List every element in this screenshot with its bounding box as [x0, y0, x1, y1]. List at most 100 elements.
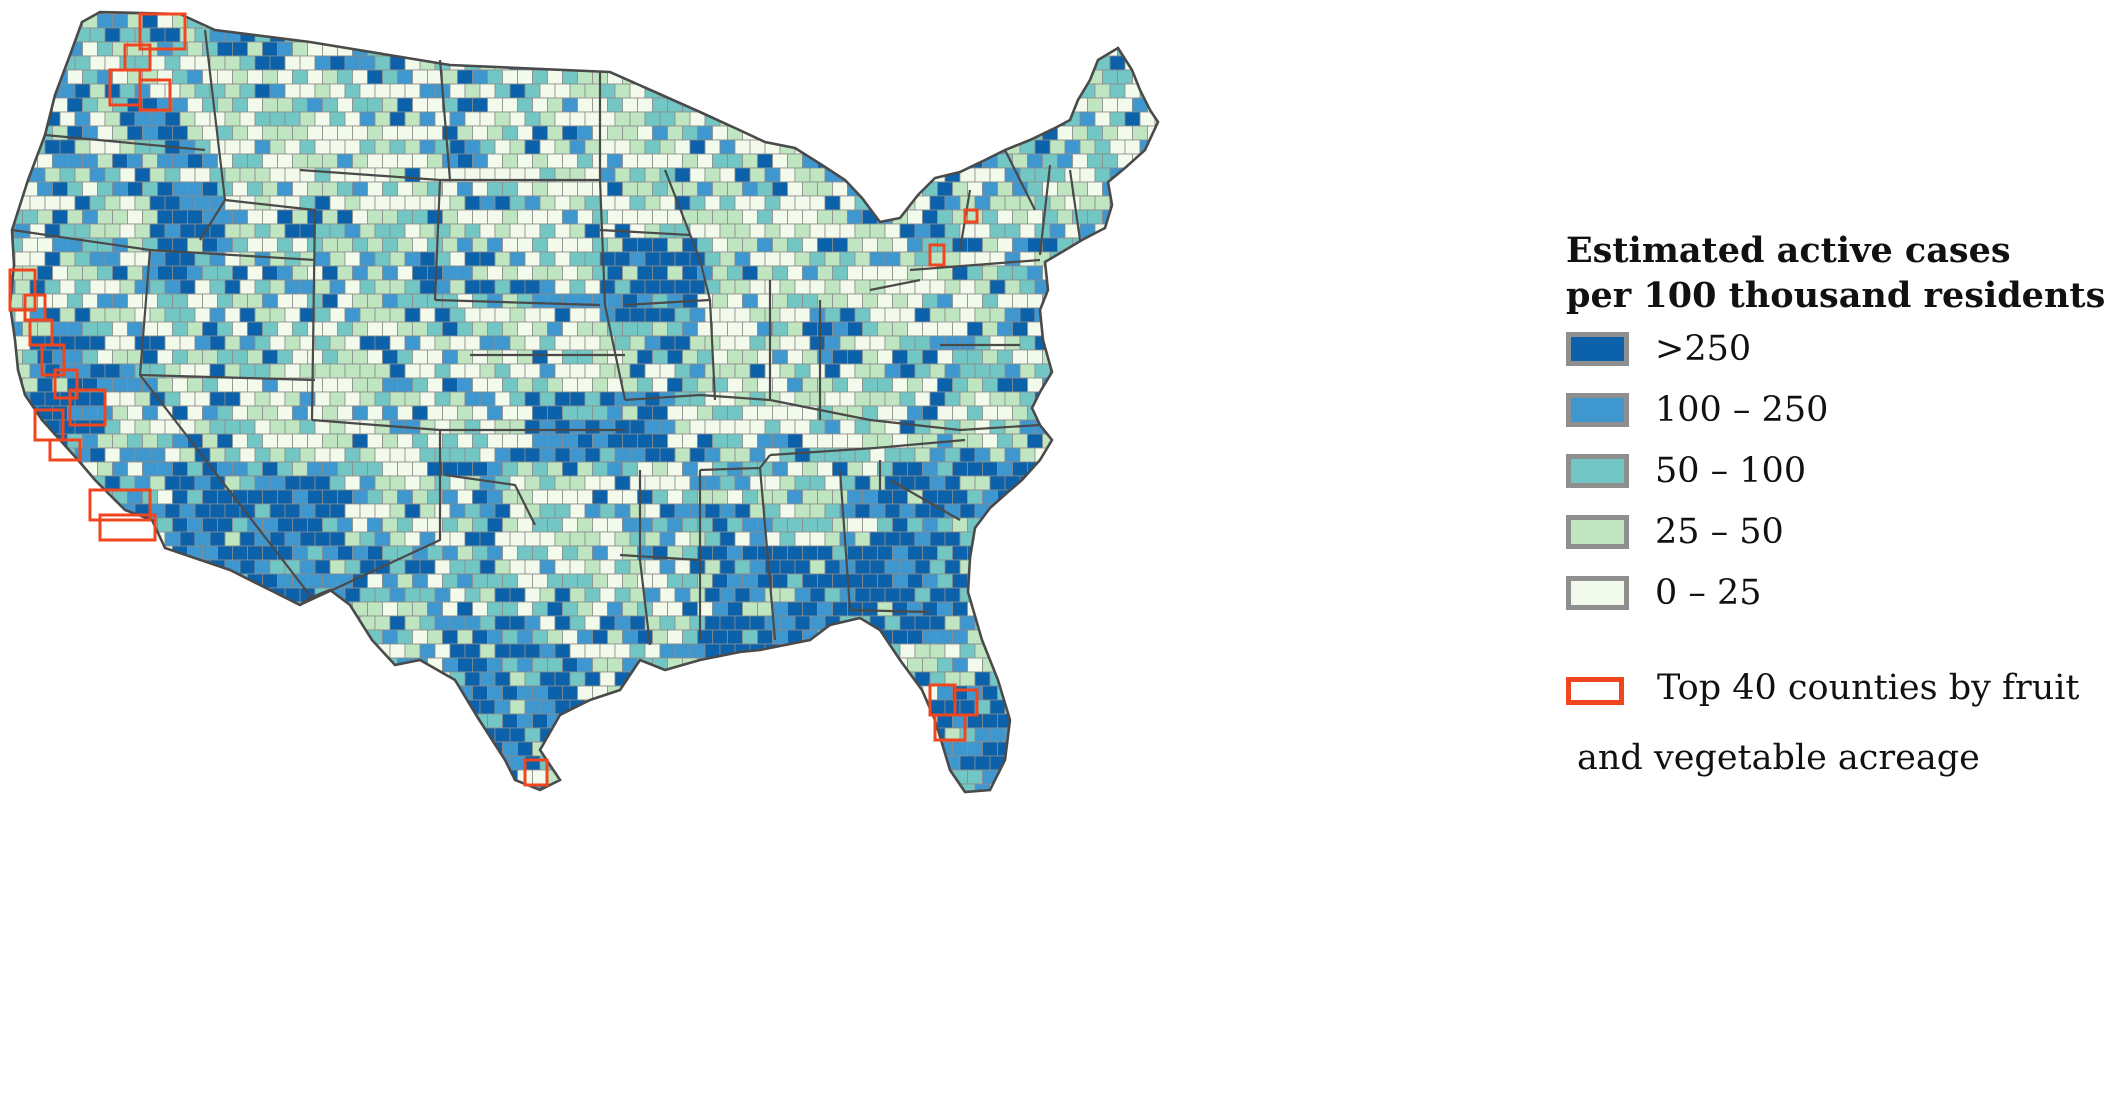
county-cell: [292, 41, 308, 57]
county-cell: [487, 97, 503, 113]
county-cell: [269, 643, 286, 659]
county-cell: [1132, 321, 1148, 337]
county-cell: [494, 699, 511, 715]
county-cell: [794, 503, 811, 519]
county-cell: [734, 783, 751, 792]
county-cell: [314, 167, 331, 183]
county-cell: [607, 713, 623, 729]
county-cell: [554, 251, 571, 267]
county-cell: [1124, 503, 1141, 519]
county-cell: [389, 251, 406, 267]
county-cell: [502, 349, 518, 365]
county-cell: [877, 601, 893, 617]
county-cell: [52, 573, 68, 589]
county-cell: [239, 531, 256, 547]
county-cell: [247, 713, 263, 729]
county-cell: [457, 489, 473, 505]
county-cell: [667, 265, 683, 281]
county-cell: [779, 475, 796, 491]
county-cell: [104, 223, 121, 239]
county-cell: [517, 97, 533, 113]
county-cell: [44, 727, 61, 743]
county-cell: [509, 363, 526, 379]
county-cell: [359, 139, 376, 155]
county-cell: [749, 335, 766, 351]
county-cell: [44, 251, 61, 267]
county-cell: [974, 307, 991, 323]
county-cell: [134, 55, 151, 71]
county-cell: [10, 671, 16, 687]
county-cell: [464, 111, 481, 127]
county-cell: [517, 125, 533, 141]
county-cell: [974, 391, 991, 407]
county-cell: [539, 223, 556, 239]
county-cell: [434, 307, 451, 323]
county-cell: [202, 741, 218, 757]
county-cell: [734, 55, 751, 71]
county-cell: [869, 83, 886, 99]
county-cell: [689, 475, 706, 491]
county-cell: [652, 237, 668, 253]
county-cell: [997, 657, 1013, 673]
county-cell: [742, 153, 758, 169]
county-cell: [44, 12, 61, 15]
county-cell: [944, 559, 961, 575]
county-cell: [224, 391, 241, 407]
county-cell: [554, 307, 571, 323]
county-cell: [524, 195, 541, 211]
county-cell: [1148, 798, 1163, 812]
county-cell: [869, 111, 886, 127]
county-cell: [914, 615, 931, 631]
county-cell: [794, 447, 811, 463]
county-cell: [479, 111, 496, 127]
county-cell: [44, 615, 61, 631]
county-cell: [59, 727, 76, 743]
county-cell: [37, 209, 53, 225]
county-cell: [0, 658, 8, 672]
county-cell: [944, 419, 961, 435]
county-cell: [1079, 251, 1096, 267]
county-cell: [254, 335, 271, 351]
county-cell: [1109, 111, 1126, 127]
county-cell: [142, 573, 158, 589]
county-cell: [1004, 503, 1021, 519]
county-cell: [29, 783, 46, 792]
county-cell: [742, 237, 758, 253]
county-cell: [997, 433, 1013, 449]
county-cell: [794, 699, 811, 715]
county-cell: [457, 237, 473, 253]
county-cell: [262, 517, 278, 533]
county-cell: [427, 405, 443, 421]
county-cell: [899, 307, 916, 323]
county-cell: [292, 433, 308, 449]
county-cell: [382, 69, 398, 85]
county-cell: [712, 125, 728, 141]
county-cell: [899, 531, 916, 547]
county-cell: [382, 545, 398, 561]
county-cell: [239, 699, 256, 715]
county-cell: [524, 391, 541, 407]
county-cell: [1034, 55, 1051, 71]
county-cell: [14, 699, 31, 715]
county-cell: [292, 209, 308, 225]
county-cell: [299, 671, 316, 687]
county-cell: [967, 41, 983, 57]
county-cell: [689, 363, 706, 379]
county-cell: [112, 209, 128, 225]
legend-highlight-entry: Top 40 counties by fruit and vegetable a…: [1566, 665, 2126, 793]
county-cell: [517, 405, 533, 421]
county-cell: [299, 12, 316, 15]
county-cell: [899, 391, 916, 407]
county-cell: [442, 237, 458, 253]
county-cell: [749, 783, 766, 792]
county-cell: [907, 13, 923, 29]
county-cell: [134, 307, 151, 323]
county-cell: [652, 41, 668, 57]
highlighted-county: [68, 388, 107, 427]
county-cell: [397, 377, 413, 393]
county-cell: [787, 517, 803, 533]
highlighted-county: [963, 208, 979, 224]
county-cell: [794, 727, 811, 743]
county-cell: [659, 643, 676, 659]
county-cell: [914, 55, 931, 71]
